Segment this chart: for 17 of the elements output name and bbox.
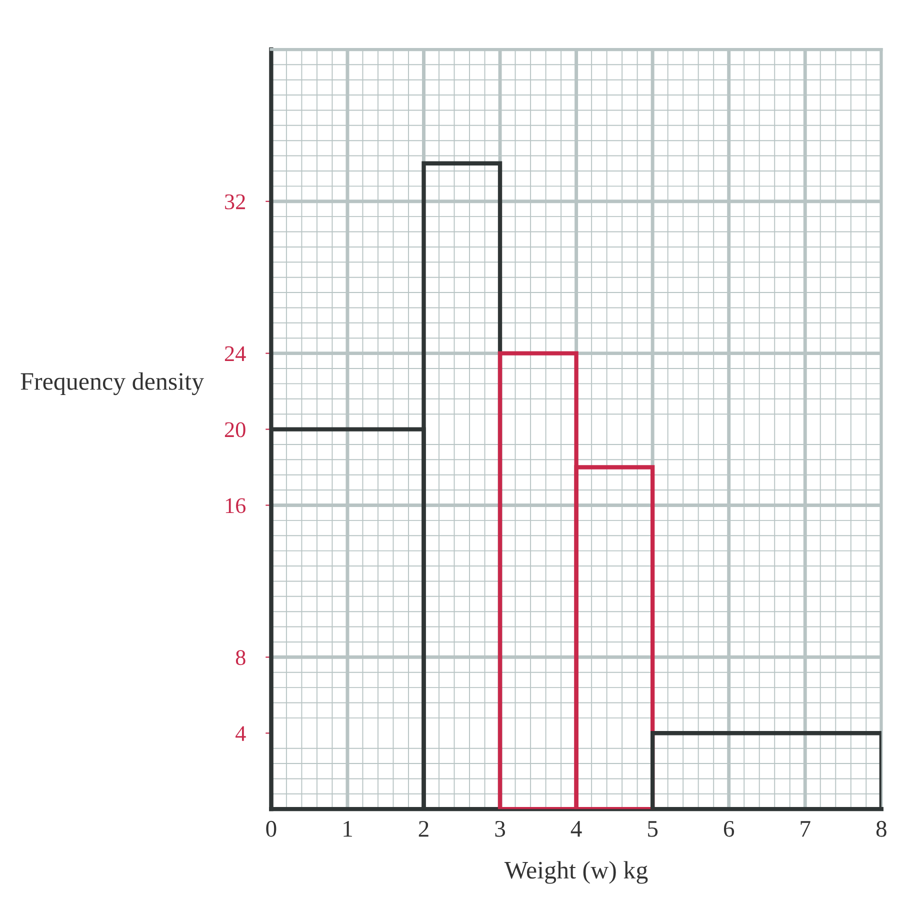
x-tick-label: 7	[800, 821, 810, 837]
y-tick-label: 32	[225, 194, 245, 210]
x-axis-title: Weight (w) kg	[504, 861, 648, 884]
x-tick-label: 8	[876, 820, 886, 837]
y-tick-label: 4	[236, 726, 246, 741]
y-tick-label: 24	[224, 346, 246, 362]
y-tick-label: 20	[224, 422, 246, 438]
x-tick-label: 3	[495, 820, 506, 837]
x-tick-label: 6	[724, 820, 734, 837]
x-tick-label: 5	[648, 821, 658, 837]
y-tick-label: 16	[226, 498, 246, 514]
y-axis-title: Frequency density	[20, 372, 204, 396]
x-tick-label: 0	[266, 820, 276, 837]
x-tick-label: 1	[344, 821, 352, 837]
y-tick-label: 8	[236, 650, 246, 666]
x-tick-label: 4	[570, 821, 582, 837]
x-tick-label: 2	[418, 820, 428, 837]
